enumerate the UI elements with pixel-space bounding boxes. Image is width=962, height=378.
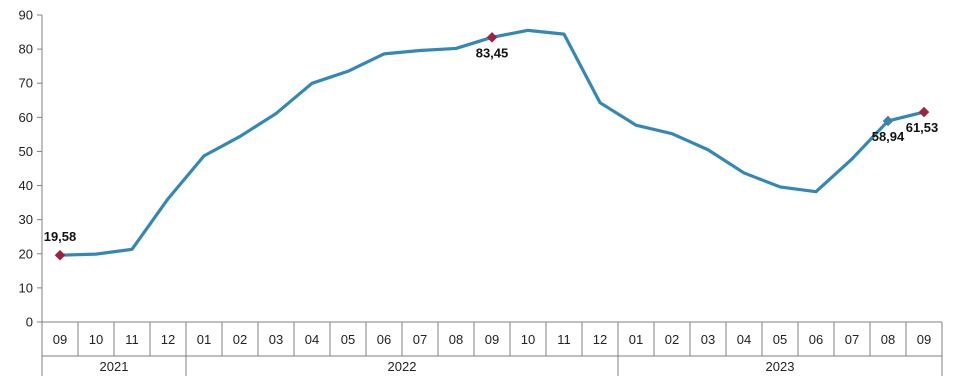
y-tick-label: 10 <box>19 280 33 295</box>
x-tick-label: 01 <box>197 332 211 347</box>
x-tick-label: 06 <box>809 332 823 347</box>
data-label: 58,94 <box>872 129 905 144</box>
y-tick-label: 80 <box>19 42 33 57</box>
x-tick-label: 03 <box>269 332 283 347</box>
x-tick-label: 12 <box>161 332 175 347</box>
x-tick-label: 06 <box>377 332 391 347</box>
x-tick-label: 07 <box>413 332 427 347</box>
series-layer <box>54 28 930 261</box>
x-tick-label: 11 <box>557 332 571 347</box>
x-tick-label: 10 <box>89 332 103 347</box>
y-axis: 0 10 20 30 40 50 60 70 80 90 <box>19 8 43 330</box>
series-line <box>58 28 926 257</box>
x-tick-label: 08 <box>881 332 895 347</box>
x-tick-label: 07 <box>845 332 859 347</box>
x-tick-label: 12 <box>593 332 607 347</box>
y-tick-label: 30 <box>19 212 33 227</box>
year-group-label: 2022 <box>388 359 417 374</box>
x-axis: 09 10 11 12 01 02 03 04 05 06 07 08 09 10 11 12 01 02 03 04… <box>41 321 943 376</box>
x-tick-label: 09 <box>917 332 931 347</box>
year-group-label: 2021 <box>100 359 129 374</box>
x-tick-label: 10 <box>521 332 535 347</box>
data-point-marker <box>54 249 66 261</box>
data-point-marker <box>486 31 498 43</box>
data-label: 61,53 <box>906 120 939 135</box>
y-tick-label: 20 <box>19 246 33 261</box>
x-tick-label: 08 <box>449 332 463 347</box>
x-tick-label: 04 <box>737 332 751 347</box>
x-tick-label: 02 <box>233 332 247 347</box>
x-tick-label: 02 <box>665 332 679 347</box>
y-tick-label: 90 <box>19 8 33 23</box>
data-label: 19,58 <box>44 229 77 244</box>
x-tick-label: 05 <box>773 332 787 347</box>
y-tick-label: 50 <box>19 144 33 159</box>
year-group-label: 2023 <box>766 359 795 374</box>
x-tick-label: 09 <box>53 332 67 347</box>
x-tick-label: 03 <box>701 332 715 347</box>
x-tick-label: 01 <box>629 332 643 347</box>
x-tick-label: 04 <box>305 332 319 347</box>
data-point-marker <box>882 115 894 127</box>
x-tick-label: 11 <box>125 332 139 347</box>
x-tick-label: 05 <box>341 332 355 347</box>
y-tick-label: 40 <box>19 178 33 193</box>
data-label: 83,45 <box>476 45 509 60</box>
x-tick-label: 09 <box>485 332 499 347</box>
y-tick-label: 60 <box>19 110 33 125</box>
y-tick-label: 70 <box>19 76 33 91</box>
data-point-marker <box>918 106 930 118</box>
y-tick-label: 0 <box>26 315 33 330</box>
